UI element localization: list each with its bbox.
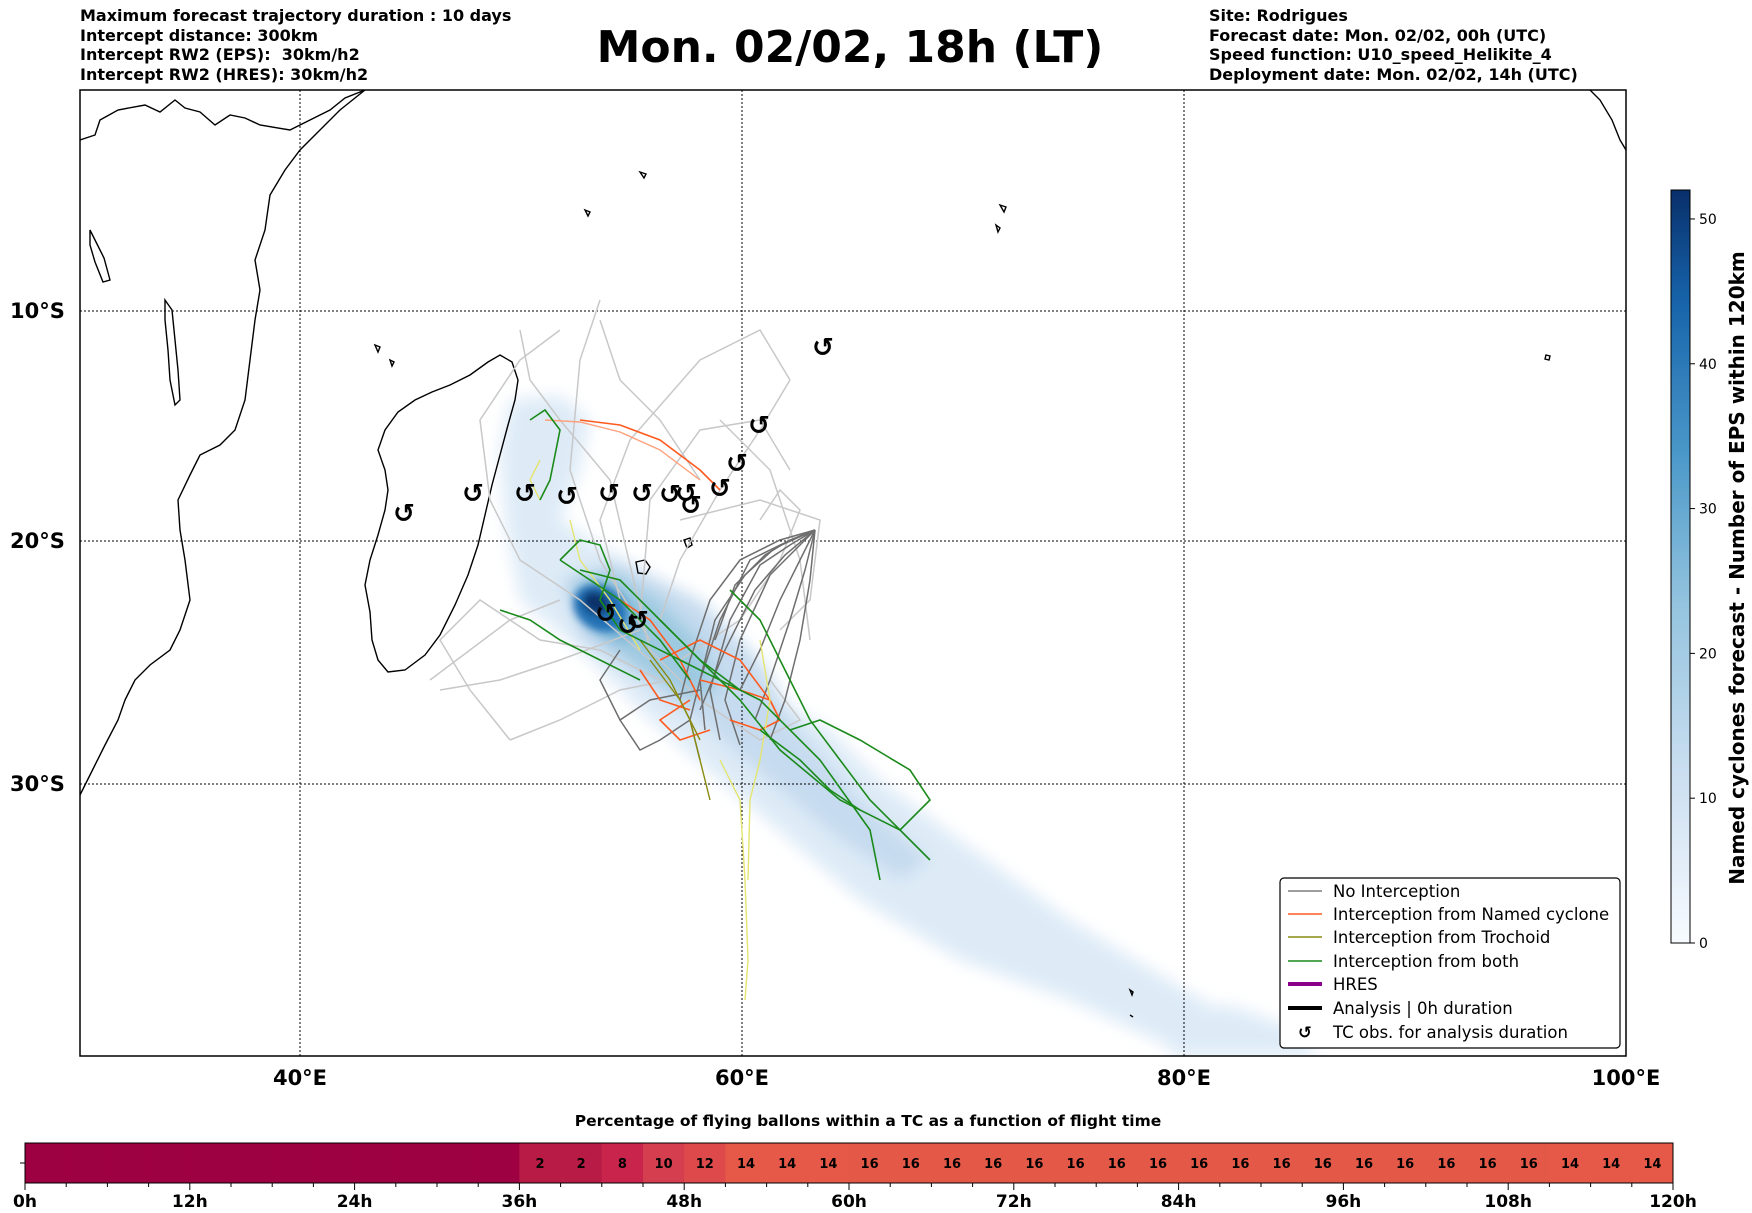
flight-bar-value: 14 [1561, 1157, 1579, 1172]
flight-bar-value: 2 [577, 1157, 586, 1172]
flight-bar-hour-label: 84h [1161, 1192, 1197, 1212]
tc-obs-symbol: ↺ [462, 479, 484, 509]
flight-bar-value: 16 [1025, 1157, 1043, 1172]
colorbar: 0 10 20 30 40 50 Named cyclones forecast - Nu… [1671, 190, 1749, 952]
lon-label: 100°E [1592, 1066, 1661, 1090]
flight-bar-segment [396, 1143, 438, 1183]
flight-bar-value: 16 [1437, 1157, 1455, 1172]
flight-bar-value: 2 [535, 1157, 544, 1172]
lat-label: 10°S [10, 299, 65, 323]
lat-labels: 10°S 20°S 30°S [10, 299, 65, 796]
flight-bar-value: 14 [778, 1157, 796, 1172]
tc-obs-symbol: ↺ [812, 333, 834, 363]
lat-label: 30°S [10, 772, 65, 796]
flight-bar-hour-label: 108h [1484, 1192, 1532, 1212]
flight-bar-hour-label: 60h [831, 1192, 867, 1212]
legend-label-both: Interception from both [1333, 952, 1519, 971]
lon-label: 80°E [1157, 1066, 1211, 1090]
flight-bar-value: 16 [1355, 1157, 1373, 1172]
flight-bar-value: 16 [1108, 1157, 1126, 1172]
lon-label: 40°E [273, 1066, 327, 1090]
flight-bar-title: Percentage of flying ballons within a TC… [575, 1112, 1162, 1130]
colorbar-tick-label: 40 [1699, 357, 1717, 373]
lon-labels: 40°E 60°E 80°E 100°E [273, 1066, 1660, 1090]
colorbar-tick-label: 50 [1699, 212, 1717, 228]
colorbar-title: Named cyclones forecast - Number of EPS … [1725, 251, 1749, 885]
flight-bar-segment [25, 1143, 67, 1183]
tc-obs-symbol: ↺ [598, 479, 620, 509]
map: ↺ ↺ ↺ ↺ ↺ ↺ ↺ ↺ ↺ ↺ ↺ ↺ ↺ ↺ ↺ ↺ No Inter… [80, 90, 1626, 1056]
flight-bar-value: 8 [618, 1157, 627, 1172]
tc-obs-symbol: ↺ [748, 411, 770, 441]
legend-label-tc-obs: TC obs. for analysis duration [1332, 1023, 1568, 1042]
legend-label-trochoid: Interception from Trochoid [1333, 928, 1550, 947]
tc-obs-symbol: ↺ [680, 491, 702, 521]
flight-bar-segment [437, 1143, 479, 1183]
flight-bar-hour-label: 24h [337, 1192, 373, 1212]
flight-bar-value: 16 [1231, 1157, 1249, 1172]
flight-bar-hour-label: 72h [996, 1192, 1032, 1212]
flight-bar-segment [355, 1143, 397, 1183]
legend: No Interception Interception from Named … [1280, 878, 1620, 1048]
tc-obs-symbol: ↺ [556, 482, 578, 512]
flight-bar-value: 10 [655, 1157, 673, 1172]
flight-bar-segment [478, 1143, 520, 1183]
flight-bar-value: 14 [819, 1157, 837, 1172]
flight-bar-value: 16 [1067, 1157, 1085, 1172]
flight-bar-segment [313, 1143, 355, 1183]
flight-bar-value: 16 [1314, 1157, 1332, 1172]
flight-bar-segments: 2 2 8 10 12 14 14 14 16 16 16 16 16 16 16 16 16 16 16 16 16 1… [25, 1143, 1674, 1183]
flight-bar-value: 14 [1643, 1157, 1661, 1172]
tc-obs-symbol: ↺ [393, 499, 415, 529]
lat-label: 20°S [10, 529, 65, 553]
flight-bar-segment [107, 1143, 149, 1183]
flight-bar-hour-label: 96h [1326, 1192, 1362, 1212]
colorbar-tick-label: 10 [1699, 791, 1717, 807]
flight-bar-hour-label: 120h [1649, 1192, 1697, 1212]
flight-bar-value: 16 [1520, 1157, 1538, 1172]
flight-bar-value: 16 [902, 1157, 920, 1172]
flight-bar-segment [190, 1143, 232, 1183]
flight-bar-value: 12 [696, 1157, 714, 1172]
flight-bar-ticks: 0h 12h 24h 36h 48h 60h 72h 84h 96h 108h 120h [13, 1183, 1697, 1212]
colorbar-tick-label: 20 [1699, 646, 1717, 662]
flight-bar-segment [66, 1143, 108, 1183]
colorbar-tick-label: 30 [1699, 502, 1717, 518]
flight-bar-value: 16 [1396, 1157, 1414, 1172]
flight-bar-hour-label: 0h [13, 1192, 37, 1212]
flight-bar-value: 16 [1149, 1157, 1167, 1172]
flight-bar-value: 16 [984, 1157, 1002, 1172]
legend-tc-symbol: ↺ [1298, 1023, 1312, 1042]
tc-obs-symbol: ↺ [514, 479, 536, 509]
colorbar-gradient [1671, 190, 1690, 943]
flight-bar-hour-label: 12h [172, 1192, 208, 1212]
tc-obs-symbol: ↺ [595, 599, 617, 629]
flight-bar-value: 16 [1479, 1157, 1497, 1172]
flight-bar-segment [272, 1143, 314, 1183]
colorbar-tick-label: 0 [1699, 936, 1708, 952]
tc-obs-symbol: ↺ [627, 606, 649, 636]
legend-label-analysis: Analysis | 0h duration [1333, 999, 1513, 1018]
legend-label-hres: HRES [1333, 975, 1378, 994]
figure-canvas: ↺ ↺ ↺ ↺ ↺ ↺ ↺ ↺ ↺ ↺ ↺ ↺ ↺ ↺ ↺ ↺ No Inter… [0, 0, 1752, 1213]
legend-label-no-interception: No Interception [1333, 882, 1460, 901]
colorbar-ticks: 0 10 20 30 40 50 [1690, 212, 1717, 952]
tc-obs-symbol: ↺ [631, 479, 653, 509]
tc-obs-symbol: ↺ [726, 449, 748, 479]
flight-bar-hour-label: 48h [666, 1192, 702, 1212]
flight-bar-value: 16 [1190, 1157, 1208, 1172]
flight-bar-value: 16 [1273, 1157, 1291, 1172]
legend-label-named-cyclone: Interception from Named cyclone [1333, 905, 1609, 924]
flight-time-bar: Percentage of flying ballons within a TC… [13, 1112, 1697, 1212]
flight-bar-segment [149, 1143, 191, 1183]
flight-bar-hour-label: 36h [502, 1192, 538, 1212]
flight-bar-value: 14 [737, 1157, 755, 1172]
flight-bar-value: 16 [861, 1157, 879, 1172]
flight-bar-segment [231, 1143, 273, 1183]
lon-label: 60°E [715, 1066, 769, 1090]
flight-bar-value: 14 [1602, 1157, 1620, 1172]
flight-bar-value: 16 [943, 1157, 961, 1172]
